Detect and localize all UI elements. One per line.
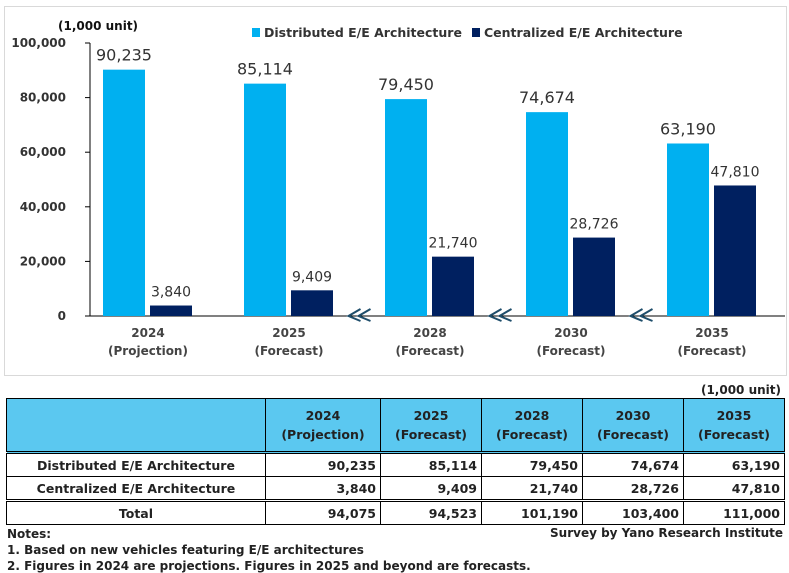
x-tick-label: 2035 xyxy=(695,326,728,340)
axis-break-icon xyxy=(638,308,654,322)
x-tick-label: 2024 xyxy=(131,326,164,340)
chart-frame xyxy=(4,6,787,376)
table-header: 2025 (Forecast) xyxy=(380,398,482,454)
x-tick-sublabel: (Forecast) xyxy=(536,344,605,358)
axis-break-icon xyxy=(628,308,644,322)
table-header: 2024 (Projection) xyxy=(264,398,382,454)
legend-label: Distributed E/E Architecture xyxy=(264,25,462,40)
table-header-row: 2024 (Projection) 2025 (Forecast) 2028 (Forec… xyxy=(6,398,786,454)
table-cell: 63,190 xyxy=(682,452,786,477)
table-row: Centralized E/E Architecture 3,840 9,409 21… xyxy=(6,476,786,501)
table-cell: 90,235 xyxy=(264,452,382,477)
y-tick-label: 0 xyxy=(58,309,66,323)
table-header: 2028 (Forecast) xyxy=(481,398,583,454)
row-label: Centralized E/E Architecture xyxy=(6,476,266,501)
bar-centralized xyxy=(432,256,474,316)
bar-distributed xyxy=(244,83,286,316)
header-type: (Forecast) xyxy=(395,427,467,442)
header-year: 2028 xyxy=(514,408,550,423)
axis-break-icon xyxy=(356,308,372,322)
row-label: Distributed E/E Architecture xyxy=(6,452,266,477)
data-label: 79,450 xyxy=(378,75,434,94)
table-cell: 28,726 xyxy=(581,476,684,501)
data-label: 3,840 xyxy=(151,285,191,301)
header-type: (Projection) xyxy=(281,427,365,442)
legend-swatch xyxy=(472,28,480,37)
x-tick-sublabel: (Projection) xyxy=(108,344,188,358)
table-cell: 9,409 xyxy=(380,476,482,501)
x-tick-sublabel: (Forecast) xyxy=(677,344,746,358)
notes-title: Notes: xyxy=(7,527,52,541)
bar-centralized xyxy=(573,237,615,316)
x-tick-sublabel: (Forecast) xyxy=(395,344,464,358)
x-tick-sublabel: (Forecast) xyxy=(254,344,323,358)
table-cell: 101,190 xyxy=(481,499,583,525)
table-header: 2030 (Forecast) xyxy=(581,398,684,454)
axis-break-icon xyxy=(497,308,513,322)
y-tick-label: 60,000 xyxy=(20,145,66,159)
header-year: 2035 xyxy=(716,408,752,423)
bar-distributed xyxy=(385,99,427,316)
table-cell: 94,075 xyxy=(264,499,382,525)
note-1: 1. Based on new vehicles featuring E/E a… xyxy=(7,543,364,557)
table-cell: 74,674 xyxy=(581,452,684,477)
header-type: (Forecast) xyxy=(698,427,770,442)
table-unit-label: (1,000 unit) xyxy=(700,383,781,397)
x-tick-label: 2030 xyxy=(554,326,587,340)
bar-centralized xyxy=(291,290,333,316)
note-2: 2. Figures in 2024 are projections. Figu… xyxy=(7,559,531,573)
table-cell: 94,523 xyxy=(380,499,482,525)
y-tick-label: 40,000 xyxy=(20,200,66,214)
bar-chart: 0 20,000 40,000 60,000 80,000 100,000 (1,000 u… xyxy=(11,19,785,358)
table-row: Total 94,075 94,523 101,190 103,400 111,000 xyxy=(6,499,786,525)
table-cell: 103,400 xyxy=(581,499,684,525)
data-label: 21,740 xyxy=(429,236,478,252)
row-label: Total xyxy=(6,499,266,525)
data-label: 85,114 xyxy=(237,60,293,79)
bar-distributed xyxy=(103,69,145,316)
y-tick-label: 100,000 xyxy=(11,36,66,50)
header-year: 2024 xyxy=(305,408,341,423)
bar-centralized xyxy=(150,305,192,316)
data-label: 9,409 xyxy=(292,269,332,285)
x-tick-label: 2025 xyxy=(272,326,305,340)
data-label: 28,726 xyxy=(570,217,619,233)
bar-distributed xyxy=(526,112,568,316)
table-row: Distributed E/E Architecture 90,235 85,114… xyxy=(6,452,786,477)
notes: Notes: 1. Based on new vehicles featurin… xyxy=(7,526,531,573)
data-label: 63,190 xyxy=(660,119,716,138)
bar-distributed xyxy=(667,143,709,316)
legend-swatch xyxy=(252,28,260,37)
bar-centralized xyxy=(714,185,756,316)
axis-break-icon xyxy=(346,308,362,322)
data-label: 74,674 xyxy=(519,88,575,107)
table-cell: 3,840 xyxy=(264,476,382,501)
table-cell: 85,114 xyxy=(380,452,482,477)
y-tick-label: 80,000 xyxy=(20,91,66,105)
header-year: 2025 xyxy=(413,408,449,423)
data-label: 47,810 xyxy=(711,164,760,180)
x-tick-label: 2028 xyxy=(413,326,446,340)
legend-label: Centralized E/E Architecture xyxy=(484,25,683,40)
source-credit: Survey by Yano Research Institute xyxy=(550,526,783,540)
header-type: (Forecast) xyxy=(597,427,669,442)
unit-label: (1,000 unit) xyxy=(58,19,138,33)
table-header: 2035 (Forecast) xyxy=(682,398,786,454)
header-year: 2030 xyxy=(615,408,651,423)
table-cell: 79,450 xyxy=(481,452,583,477)
data-label: 90,235 xyxy=(96,46,152,65)
header-blank xyxy=(6,398,266,454)
data-table: 2024 (Projection) 2025 (Forecast) 2028 (Forec… xyxy=(6,398,786,525)
table-cell: 47,810 xyxy=(682,476,786,501)
table-cell: 111,000 xyxy=(682,499,786,525)
axis-break-icon xyxy=(487,308,503,322)
y-tick-label: 20,000 xyxy=(20,254,66,268)
table-cell: 21,740 xyxy=(481,476,583,501)
header-type: (Forecast) xyxy=(496,427,568,442)
